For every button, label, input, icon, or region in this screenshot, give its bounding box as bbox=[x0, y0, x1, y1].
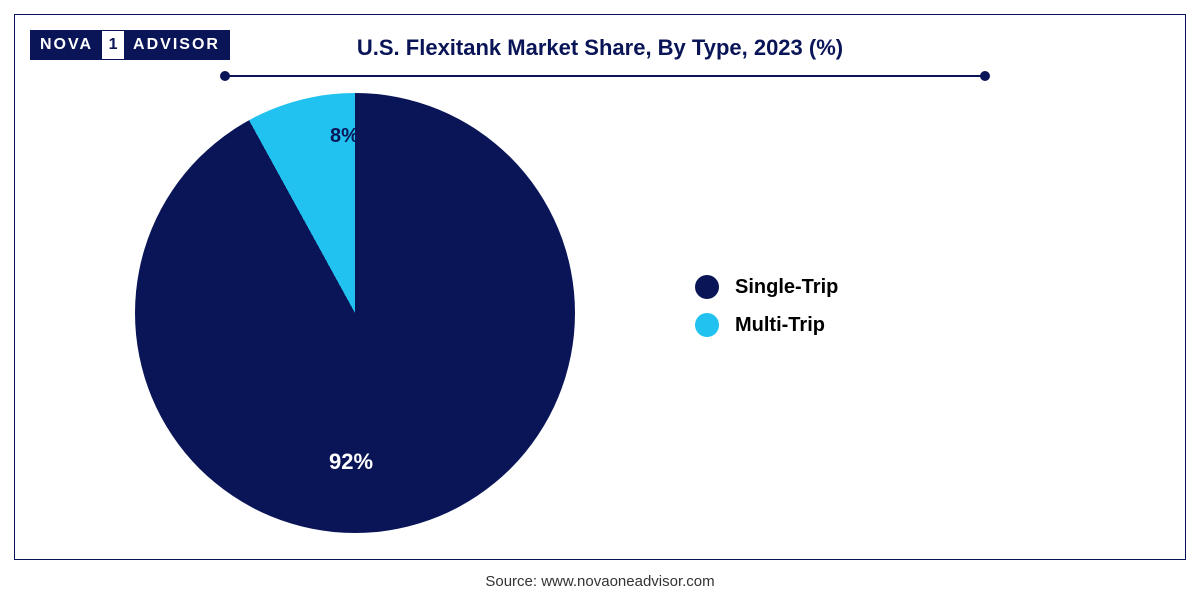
logo-mid-text: 1 bbox=[101, 30, 125, 60]
logo-right-text: ADVISOR bbox=[125, 30, 230, 60]
legend-item-multi-trip: Multi-Trip bbox=[695, 313, 838, 337]
logo-left-text: NOVA bbox=[30, 30, 101, 60]
legend-label-multi-trip: Multi-Trip bbox=[735, 314, 825, 337]
legend: Single-Trip Multi-Trip bbox=[695, 275, 838, 351]
legend-swatch-multi-trip bbox=[695, 313, 719, 337]
brand-logo: NOVA 1 ADVISOR bbox=[29, 29, 231, 61]
legend-label-single-trip: Single-Trip bbox=[735, 276, 838, 299]
chart-frame: NOVA 1 ADVISOR U.S. Flexitank Market Sha… bbox=[14, 14, 1186, 560]
pie-chart: 92% 8% bbox=[135, 93, 575, 533]
legend-swatch-single-trip bbox=[695, 275, 719, 299]
source-line: Source: www.novaoneadvisor.com bbox=[485, 573, 714, 590]
source-prefix: Source: bbox=[485, 573, 541, 590]
chart-title: U.S. Flexitank Market Share, By Type, 20… bbox=[357, 35, 843, 61]
legend-item-single-trip: Single-Trip bbox=[695, 275, 838, 299]
source-text: www.novaoneadvisor.com bbox=[541, 573, 714, 590]
title-underline bbox=[225, 75, 985, 77]
slice-label-single-trip: 92% bbox=[329, 449, 373, 475]
slice-label-multi-trip: 8% bbox=[330, 125, 359, 148]
